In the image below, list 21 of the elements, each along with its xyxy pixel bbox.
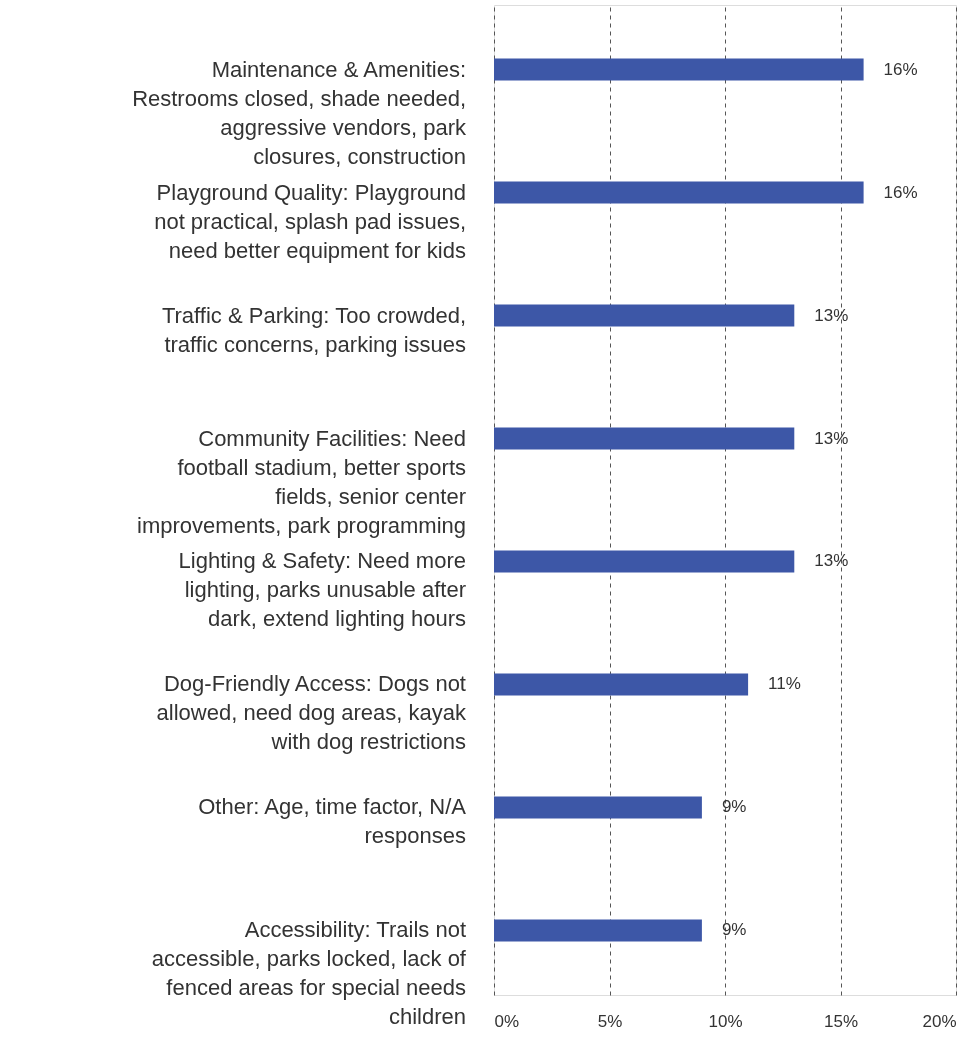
data-label: 16% [883, 182, 918, 202]
data-label: 11% [768, 674, 801, 694]
x-tick-label: 5% [597, 1011, 623, 1031]
y-tick-label: Lighting & Safety: Need more lighting, parks unusable after dark, extend lighting hours [178, 548, 466, 632]
data-label: 9% [721, 920, 747, 940]
x-tick-label: 0% [494, 1011, 520, 1031]
x-tick-label: 20% [922, 1011, 957, 1031]
y-tick-label: Traffic & Parking: Too crowded, traffic concerns, parking issues [161, 302, 466, 357]
data-label: 13% [814, 428, 849, 448]
data-label: 16% [883, 59, 918, 79]
y-tick-label: Playground Quality: Playground not practical, splash pad issues, need better equipment for kids [154, 179, 466, 263]
x-tick-label: 15% [823, 1011, 859, 1031]
data-label: 13% [814, 305, 849, 325]
y-tick-label: Dog-Friendly Access: Dogs not allowed, need dog areas, kayak with dog restrictions [156, 671, 467, 755]
y-tick-label: Community Facilities: Need football stadium, better sports fields, senior center improvements, park programming [137, 425, 466, 538]
y-tick-label: Accessibility: Trails not accessible, parks locked, lack of fenced areas for special needs children [151, 917, 467, 1030]
x-tick-label: 10% [708, 1011, 743, 1031]
y-tick-label: Other: Age, time factor, N/A responses [198, 794, 467, 849]
data-label: 13% [814, 551, 849, 571]
y-tick-label: Maintenance & Amenities: Restrooms closed, shade needed, aggressive vendors, park closures, construction [132, 56, 467, 169]
data-label: 9% [721, 797, 747, 817]
